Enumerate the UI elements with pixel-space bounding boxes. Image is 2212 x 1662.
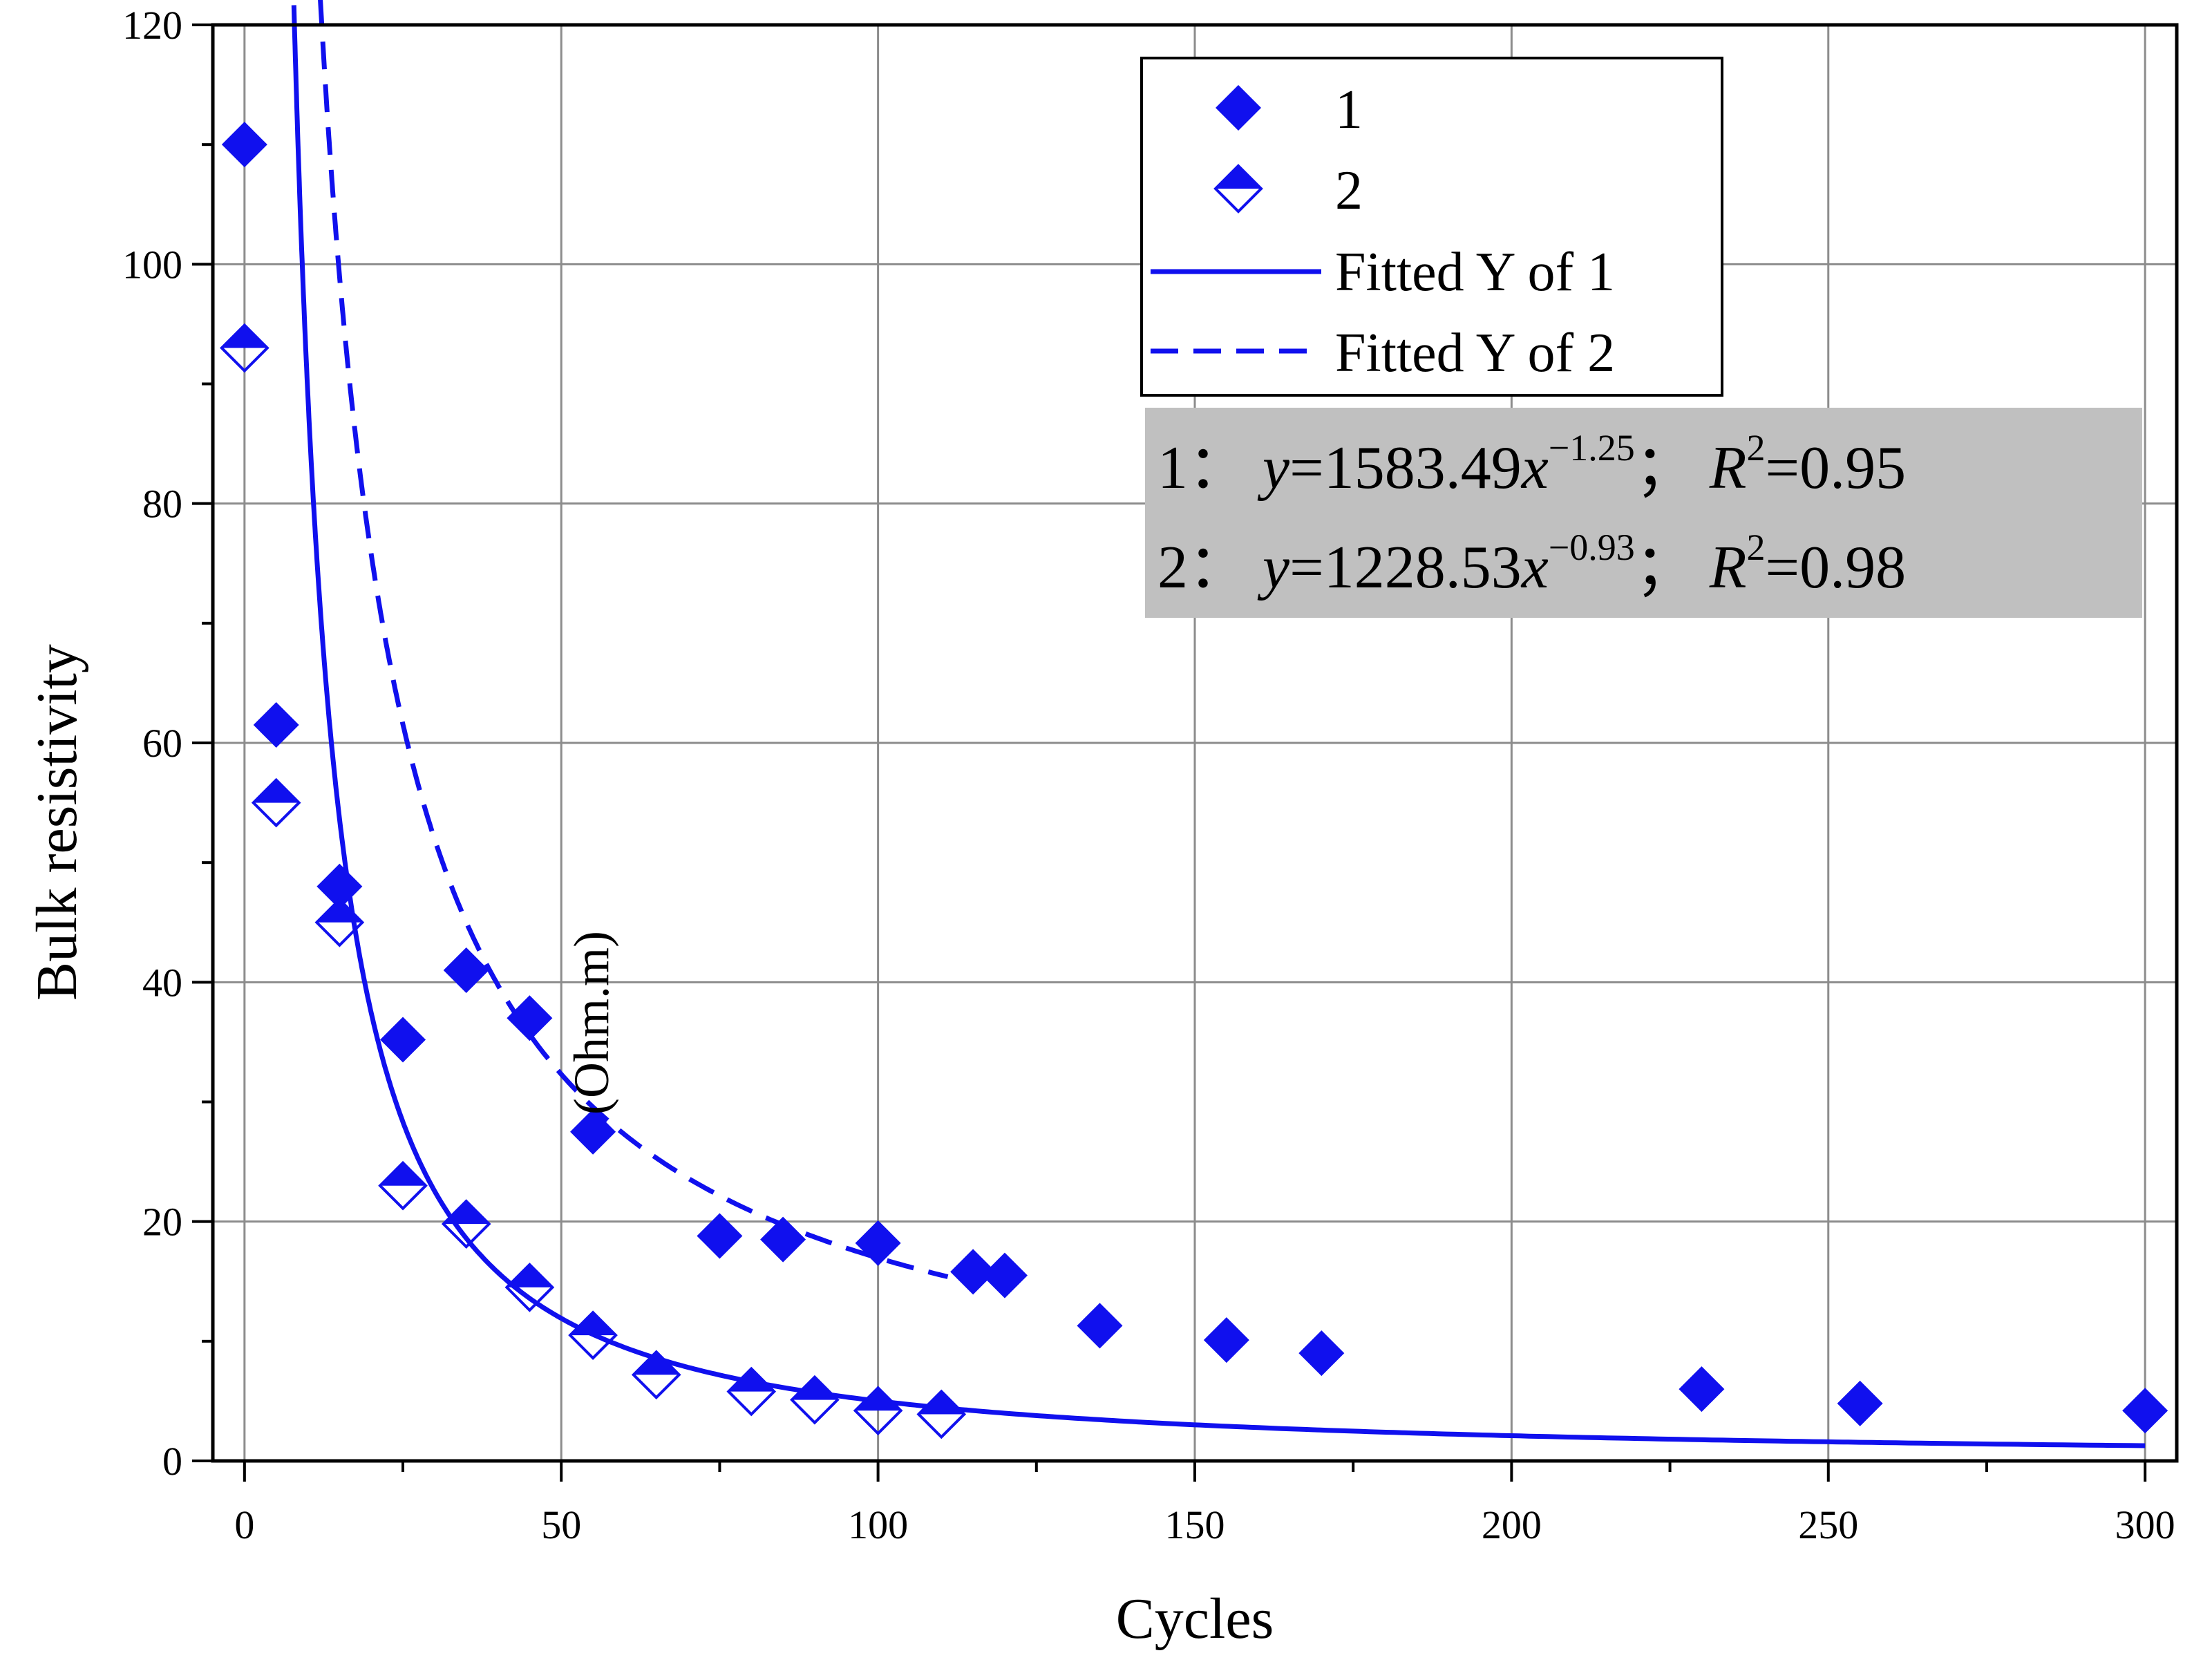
point-series-1 (570, 1108, 616, 1155)
point-series-2 (853, 1386, 903, 1436)
point-series-1 (1077, 1303, 1123, 1349)
y-axis-title: Bulk resistivity (25, 644, 89, 1001)
point-outline (504, 1263, 555, 1312)
point-series-1 (253, 702, 299, 748)
point-top-half (728, 1368, 775, 1392)
legend: 1 2 Fitted Y of 1 Fitted Y of 2 (1140, 57, 1723, 397)
point-top-half (918, 1391, 965, 1415)
y-tick-label: 120 (122, 3, 182, 48)
legend-label-1: 1 (1335, 79, 1363, 140)
point-series-1 (1203, 1317, 1249, 1363)
point-series-1 (1298, 1330, 1345, 1377)
fit-curve-1 (291, 5, 2146, 1448)
point-top-half (443, 1201, 489, 1225)
point-outline (314, 897, 365, 947)
point-series-1 (981, 1252, 1028, 1299)
point-series-1 (1679, 1366, 1725, 1413)
y-tick-label: 100 (122, 242, 182, 287)
point-top-half (791, 1377, 838, 1400)
point-series-1 (1837, 1380, 1883, 1426)
x-axis-title: Cycles (1116, 1587, 1274, 1651)
y-tick-label: 20 (142, 1200, 182, 1245)
point-series-2 (916, 1389, 967, 1439)
y-tick-label: 40 (142, 960, 182, 1005)
legend-label-fit-1: Fitted Y of 1 (1335, 242, 1615, 303)
point-series-1 (855, 1220, 901, 1266)
y-tick-label: 0 (162, 1439, 182, 1484)
y-axis-unit: (Ohm.m) (564, 931, 619, 1115)
equation-line-2: 2： y=1228.53x−0.93； R2=0.98 (1157, 527, 1906, 601)
point-series-1 (316, 863, 363, 909)
point-outline (726, 1366, 777, 1417)
point-top-half (507, 1264, 553, 1287)
data-points (220, 122, 2168, 1439)
point-series-2 (726, 1366, 777, 1417)
fit-curve-2 (318, 0, 949, 1279)
legend-marker-2-top (1216, 166, 1261, 189)
point-series-1 (443, 947, 489, 994)
equation-line-1: 1： y=1583.49x−1.25； R2=0.95 (1157, 427, 1906, 502)
point-outline (568, 1310, 618, 1361)
point-outline (790, 1375, 840, 1425)
point-top-half (570, 1312, 616, 1336)
point-series-1 (380, 1017, 426, 1063)
point-outline (251, 777, 301, 828)
point-top-half (316, 899, 363, 923)
point-top-half (380, 1162, 426, 1186)
x-tick-label: 150 (1165, 1502, 1225, 1547)
y-tick-label: 80 (142, 482, 182, 527)
point-series-1 (697, 1213, 743, 1259)
point-series-1 (950, 1249, 996, 1295)
point-outline (378, 1160, 428, 1211)
legend-label-fit-2: Fitted Y of 2 (1335, 323, 1615, 384)
point-outline (853, 1386, 903, 1436)
fit-equation-box: 1： y=1583.49x−1.25； R2=0.95 2： y=1228.53x−0… (1145, 408, 2142, 618)
point-series-2 (631, 1350, 681, 1400)
point-outline (441, 1199, 491, 1249)
x-tick-label: 50 (541, 1502, 581, 1547)
axis-ticks: 0 50 100 150 200 250 300 0 20 40 60 80 100 120 (122, 3, 2175, 1547)
point-series-2 (504, 1263, 555, 1312)
point-series-2 (378, 1160, 428, 1211)
point-outline (631, 1350, 681, 1400)
point-outline (220, 323, 270, 373)
point-top-half (855, 1388, 901, 1411)
legend-label-2: 2 (1335, 160, 1363, 221)
point-series-1 (221, 122, 267, 168)
equation-background (1145, 408, 2142, 618)
point-top-half (253, 780, 299, 803)
x-tick-label: 100 (848, 1502, 908, 1547)
point-series-2 (568, 1310, 618, 1361)
x-tick-label: 250 (1798, 1502, 1858, 1547)
point-top-half (221, 325, 267, 348)
x-tick-label: 300 (2115, 1502, 2175, 1547)
legend-marker-1 (1216, 85, 1261, 131)
point-series-1 (2122, 1388, 2168, 1434)
point-series-2 (220, 323, 270, 373)
fit-curves (291, 0, 2146, 1448)
point-outline (916, 1389, 967, 1439)
point-top-half (633, 1352, 679, 1375)
point-series-1 (507, 995, 553, 1041)
point-series-2 (251, 777, 301, 828)
x-tick-label: 0 (234, 1502, 254, 1547)
point-series-2 (314, 897, 365, 947)
point-series-1 (760, 1216, 806, 1263)
y-tick-label: 60 (142, 721, 182, 766)
point-series-2 (790, 1375, 840, 1425)
point-series-2 (441, 1199, 491, 1249)
x-tick-label: 200 (1482, 1502, 1542, 1547)
legend-marker-2 (1213, 164, 1263, 214)
